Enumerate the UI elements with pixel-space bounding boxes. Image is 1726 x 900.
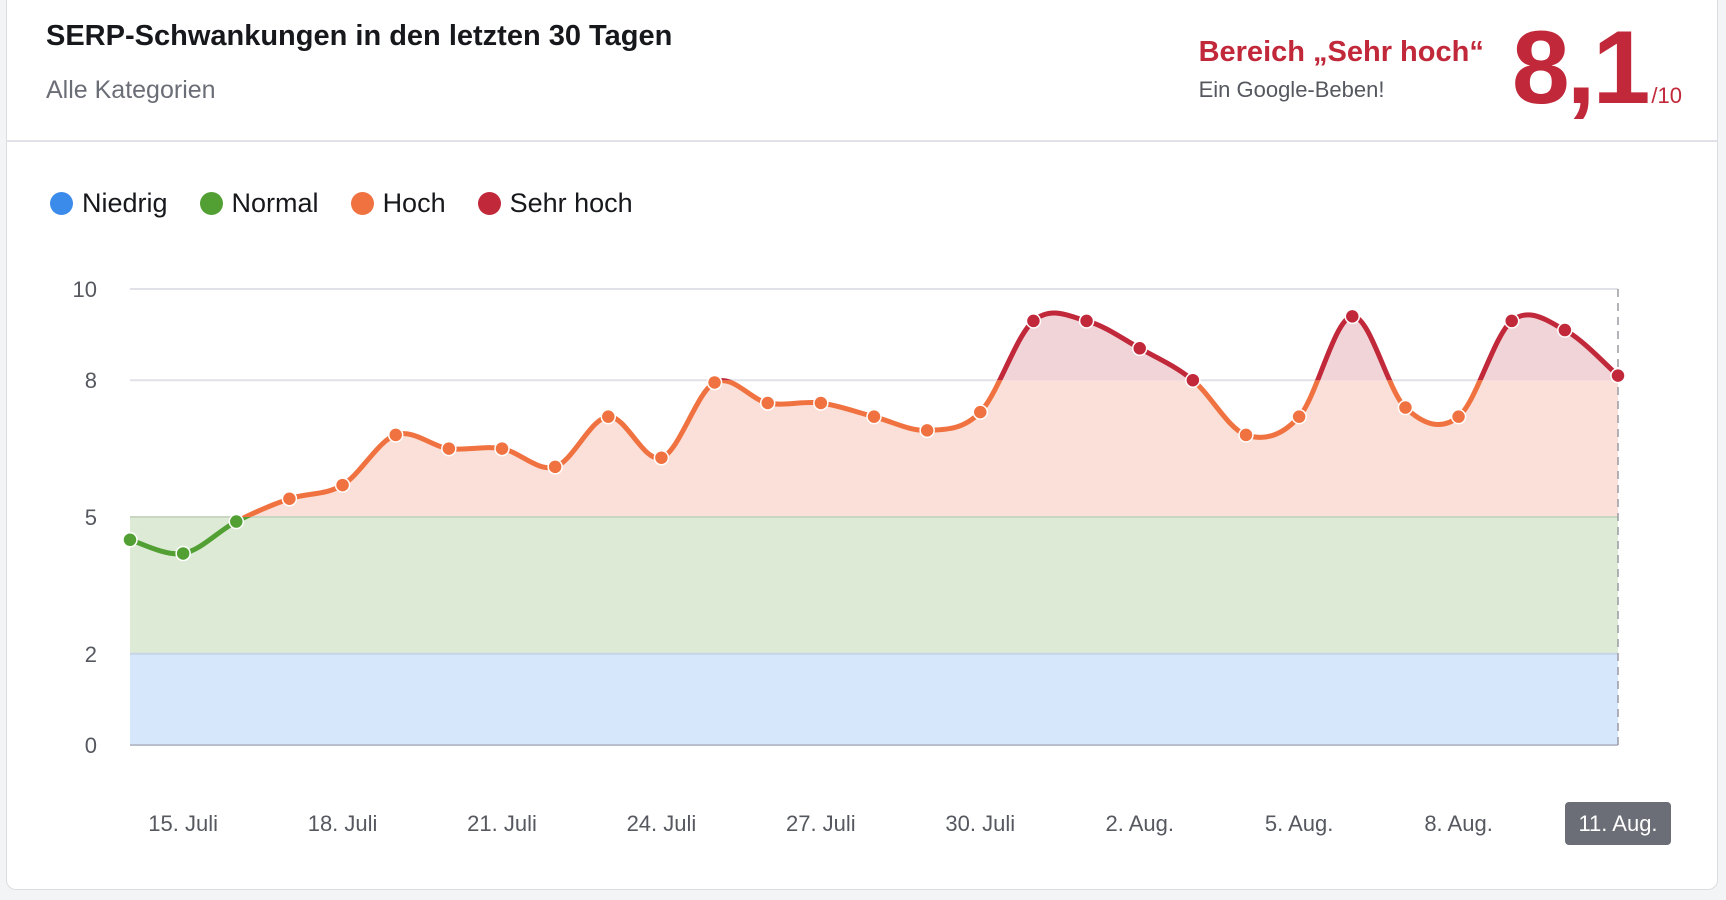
legend-item-niedrig[interactable]: Niedrig <box>50 188 168 219</box>
data-point <box>759 395 776 411</box>
x-tick-label: 30. Juli <box>945 811 1015 836</box>
data-point <box>1291 408 1307 425</box>
data-point <box>441 440 457 457</box>
data-point <box>813 395 829 411</box>
score-wrap: 8,1 /10 <box>1511 10 1682 126</box>
legend-label: Normal <box>231 188 319 218</box>
y-tick-label: 10 <box>73 277 97 302</box>
x-tick-label: 8. Aug. <box>1424 811 1493 836</box>
legend-label: Hoch <box>382 188 446 218</box>
data-point <box>972 404 989 420</box>
x-tick-label: 27. Juli <box>786 811 856 836</box>
x-tick-label: 18. Juli <box>308 811 378 836</box>
score-max: /10 <box>1651 83 1682 108</box>
legend-label: Niedrig <box>82 188 168 218</box>
x-tick-label: 24. Juli <box>627 811 697 836</box>
data-point <box>866 408 882 425</box>
y-tick-label: 0 <box>85 733 97 758</box>
data-point <box>122 532 138 548</box>
data-point <box>1557 322 1573 338</box>
legend-dot-icon <box>50 192 73 215</box>
data-point <box>919 422 935 439</box>
range-block: Bereich „Sehr hoch“ Ein Google-Beben! <box>1199 34 1484 104</box>
score-summary: Bereich „Sehr hoch“ Ein Google-Beben! 8,… <box>1199 10 1682 126</box>
data-point <box>334 477 351 493</box>
data-point <box>1025 313 1042 329</box>
data-point <box>175 545 191 562</box>
area-fill-hoch <box>245 380 1618 518</box>
data-point <box>547 459 563 475</box>
header-divider <box>6 140 1717 142</box>
legend-label: Sehr hoch <box>509 188 633 218</box>
data-point <box>1185 372 1201 388</box>
range-description: Ein Google-Beben! <box>1198 77 1385 102</box>
data-point <box>653 449 670 466</box>
legend-dot-icon <box>350 192 374 215</box>
band-fill-normal <box>130 517 1618 654</box>
series-line-sehr-hoch <box>713 310 1620 381</box>
legend-item-sehr-hoch[interactable]: Sehr hoch <box>477 188 633 219</box>
y-tick-label: 8 <box>85 368 97 393</box>
data-point <box>1610 367 1626 384</box>
legend-item-normal[interactable]: Normal <box>199 188 319 219</box>
data-point <box>281 491 298 507</box>
range-label: Bereich „Sehr hoch“ <box>1198 36 1484 68</box>
x-tick-label: 2. Aug. <box>1105 811 1174 836</box>
category-subtitle: Alle Kategorien <box>46 76 216 104</box>
data-point <box>1503 313 1520 329</box>
data-point <box>706 374 723 391</box>
y-tick-label: 5 <box>85 505 97 530</box>
data-point <box>600 408 617 425</box>
y-tick-label: 2 <box>85 642 97 667</box>
x-tick-label: 21. Juli <box>467 811 537 836</box>
highlighted-date-box <box>1565 802 1671 845</box>
x-tick-label-highlighted: 11. Aug. <box>1578 811 1657 836</box>
legend-item-hoch[interactable]: Hoch <box>350 188 446 219</box>
data-point <box>494 440 510 457</box>
data-point <box>387 427 404 443</box>
legend-dot-icon <box>199 192 223 215</box>
data-point <box>1078 313 1095 329</box>
legend-dot-icon <box>477 192 501 215</box>
data-point <box>1238 427 1254 443</box>
data-point <box>1131 340 1148 357</box>
data-point <box>228 513 245 530</box>
x-tick-label: 5. Aug. <box>1265 811 1334 836</box>
legend: Niedrig Normal Hoch Sehr hoch <box>50 188 665 219</box>
data-point <box>1397 399 1414 416</box>
band-fill-niedrig <box>130 653 1618 745</box>
score-value: 8,1 <box>1511 10 1651 126</box>
data-point <box>1450 408 1467 425</box>
x-tick-label: 15. Juli <box>148 811 218 836</box>
data-point <box>1344 308 1361 325</box>
area-fill-sehr-hoch <box>999 313 1618 381</box>
card-title: SERP-Schwankungen in den letzten 30 Tage… <box>46 20 673 52</box>
